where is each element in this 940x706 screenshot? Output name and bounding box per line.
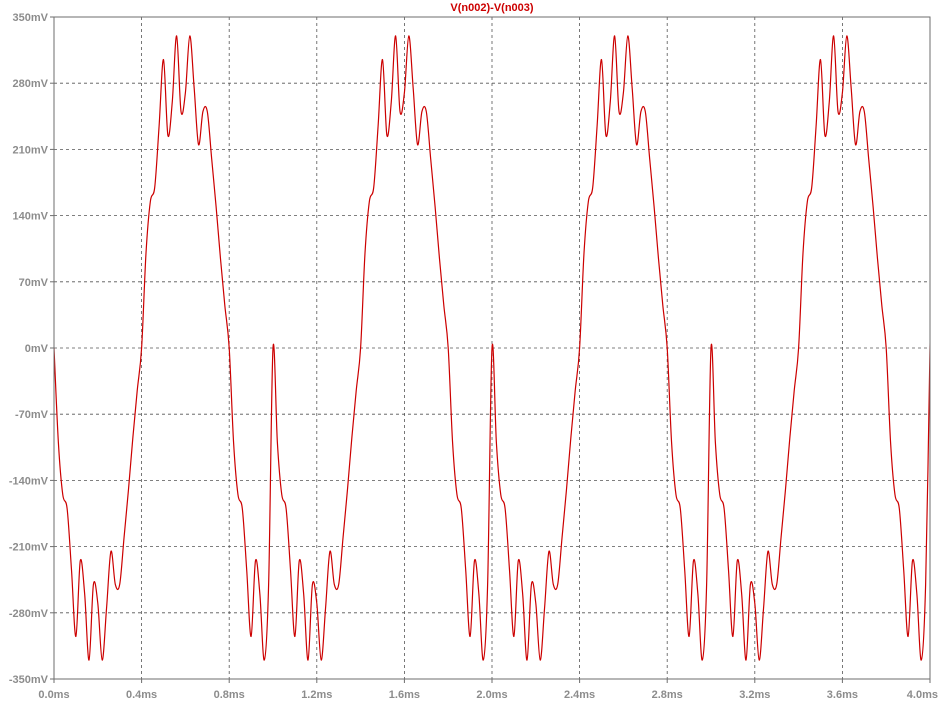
x-tick-label: 1.6ms [389,689,420,701]
x-axis-ticks: 0.0ms 0.4ms 0.8ms 1.2ms 1.6ms 2.0ms 2.4ms 2.8ms… [38,679,938,701]
y-tick-label: -140mV [9,475,49,487]
x-tick-label: 2.4ms [564,689,595,701]
y-tick-label: 70mV [19,277,49,289]
y-tick-label: 280mV [13,78,49,90]
x-tick-label: 1.2ms [301,689,332,701]
y-tick-label: 210mV [13,144,49,156]
plot-frame [53,16,931,680]
y-tick-label: -280mV [9,608,49,620]
y-tick-label: -210mV [9,542,49,554]
x-tick-label: 4.0ms [907,689,938,701]
series-line-vn002-vn003 [54,35,930,661]
y-tick-label: -70mV [15,409,49,421]
y-tick-label: -350mV [9,674,49,686]
x-tick-label: 3.6ms [827,689,858,701]
y-tick-label: 0mV [25,343,49,355]
chart-title: V(n002)-V(n003) [450,2,533,14]
y-tick-label: 350mV [13,12,49,24]
x-tick-label: 2.8ms [652,689,683,701]
y-tick-label: 140mV [13,211,49,223]
x-tick-label: 0.4ms [126,689,157,701]
x-tick-label: 0.8ms [214,689,245,701]
x-tick-label: 2.0ms [476,689,507,701]
y-axis-ticks: 350mV 280mV 210mV 140mV 70mV 0mV -70mV -140mV -2… [9,12,54,686]
x-tick-label: 0.0ms [38,689,69,701]
x-tick-label: 3.2ms [739,689,770,701]
